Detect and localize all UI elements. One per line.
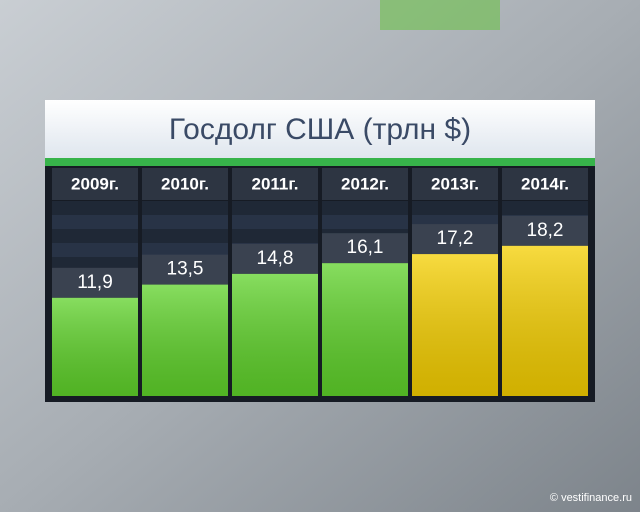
bar-shine [232,273,318,396]
bar-shine [502,245,588,396]
value-label-box [412,224,498,255]
column-stripe [232,215,318,229]
value-label: 13,5 [167,259,204,280]
value-label-box [52,267,138,298]
value-label: 14,8 [257,248,294,269]
column-stripe [322,215,408,229]
column-stripe [52,215,138,229]
value-label-box [142,254,228,285]
value-label: 16,1 [347,237,384,258]
header-cell [142,168,228,200]
chart-title: Госдолг США (трлн $) [169,113,471,146]
value-label-box [232,243,318,274]
value-label-box [322,233,408,264]
column-stripe [142,215,228,229]
source: © vestifinance.ru [550,492,632,504]
bar-shine [412,254,498,396]
decor [380,0,500,30]
header-cell [412,168,498,200]
title-box [45,100,595,158]
x-tick-label: 2012г. [341,174,389,193]
x-tick-label: 2014г. [521,174,569,193]
header-cell [52,168,138,200]
header-cell [502,168,588,200]
value-label-box [502,215,588,246]
x-tick-label: 2009г. [71,174,119,193]
value-label: 18,2 [527,220,564,241]
header-cell [232,168,318,200]
x-tick-label: 2013г. [431,174,479,193]
bar-shine [322,263,408,396]
x-tick-label: 2011г. [252,174,299,193]
bar-shine [52,297,138,396]
title-strip [45,158,595,166]
x-tick-label: 2010г. [161,174,209,193]
value-label: 11,9 [77,272,113,293]
column-stripe [52,243,138,257]
value-label: 17,2 [437,228,474,249]
column-stripe [142,243,228,257]
bar-shine [142,284,228,396]
header-cell [322,168,408,200]
